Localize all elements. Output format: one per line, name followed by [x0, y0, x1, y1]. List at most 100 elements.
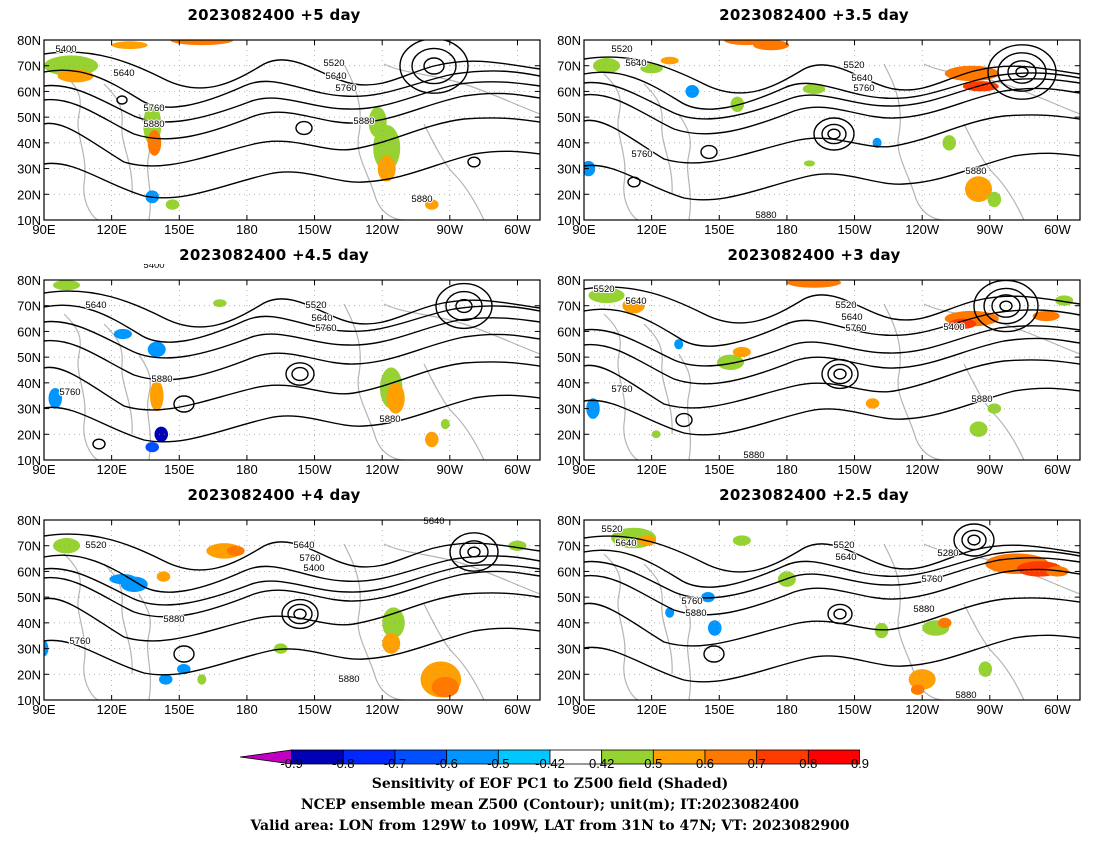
coastline — [138, 353, 152, 460]
closed-contour — [961, 529, 987, 551]
colorbar-tick-label: -0.8 — [332, 756, 355, 771]
sensitivity-shade — [53, 280, 81, 291]
sensitivity-shade — [978, 661, 993, 677]
contour-label: 5400 — [943, 322, 964, 333]
lon-label: 60W — [1044, 702, 1071, 717]
sensitivity-shade — [753, 40, 790, 51]
sensitivity-shade — [651, 430, 661, 439]
height-contour — [44, 627, 540, 676]
coastline — [883, 63, 945, 220]
closed-contour — [287, 603, 313, 625]
contour-label: 5760 — [681, 596, 702, 607]
closed-contour — [700, 144, 718, 160]
closed-contour — [467, 546, 481, 558]
lon-label: 120E — [636, 222, 667, 237]
colorbar-tick-label: -0.9 — [280, 756, 303, 771]
sensitivity-shade — [732, 346, 751, 358]
sensitivity-shade — [674, 339, 684, 350]
coastline — [423, 603, 485, 700]
sensitivity-shade — [113, 328, 132, 340]
closed-contour — [173, 395, 195, 413]
closed-contour — [827, 128, 841, 140]
closed-contour — [991, 294, 1021, 318]
lat-label: 10N — [17, 693, 41, 708]
lon-label: 90W — [436, 222, 463, 237]
lat-label: 50N — [17, 590, 41, 605]
contour-label: 5400 — [143, 264, 164, 271]
lat-label: 50N — [17, 350, 41, 365]
lat-label: 80N — [557, 33, 581, 48]
lat-label: 10N — [557, 213, 581, 228]
lat-label: 10N — [17, 213, 41, 228]
lat-label: 30N — [17, 402, 41, 417]
lon-label: 60W — [1044, 222, 1071, 237]
sensitivity-shade — [786, 280, 842, 288]
contour-label: 5640 — [625, 296, 646, 307]
lat-label: 10N — [557, 453, 581, 468]
lon-label: 90W — [436, 462, 463, 477]
plot-frame — [43, 519, 541, 701]
sensitivity-shade — [701, 592, 715, 603]
map-panel-1: 2023082400 +5 day 5400 5520 5640 5640 5760 57… — [4, 6, 544, 238]
coastline — [643, 83, 673, 195]
closed-contour — [997, 52, 1047, 92]
lon-label: 60W — [1044, 462, 1071, 477]
lon-label: 180 — [236, 222, 258, 237]
closed-contour — [999, 300, 1013, 312]
closed-contour — [445, 290, 483, 322]
lon-label: 120E — [96, 702, 127, 717]
contour-label: 5640 — [293, 540, 314, 551]
lon-label: 60W — [504, 222, 531, 237]
sensitivity-shade — [1046, 566, 1069, 577]
lon-label: 120E — [636, 702, 667, 717]
sensitivity-shade — [1032, 310, 1060, 322]
contour-label: 5520 — [593, 284, 614, 295]
contour-label: 5760 — [921, 574, 942, 585]
sensitivity-shade — [149, 380, 164, 412]
lon-label: 150E — [704, 462, 735, 477]
lon-label: 150E — [164, 222, 195, 237]
colorbar-tick-label: 0.5 — [644, 756, 663, 771]
lon-label: 90E — [32, 222, 55, 237]
contour-label: 5880 — [755, 210, 776, 221]
closed-contour — [423, 57, 445, 75]
sensitivity-shade — [213, 299, 227, 307]
height-contour — [44, 69, 540, 108]
sensitivity-shade — [732, 535, 751, 546]
lon-label: 180 — [776, 462, 798, 477]
lon-label: 180 — [776, 702, 798, 717]
closed-contour — [293, 608, 307, 620]
lon-label: 120W — [365, 222, 400, 237]
contour-label: 5520 — [601, 524, 622, 535]
coastline — [423, 363, 485, 460]
contour-label: 5640 — [325, 71, 346, 82]
contour-label: 5880 — [338, 674, 359, 685]
contour-label: 5880 — [955, 690, 976, 701]
coastline — [678, 113, 692, 220]
height-contour — [44, 51, 540, 89]
sensitivity-shade — [197, 674, 207, 685]
lat-label: 40N — [557, 376, 581, 391]
sensitivity-shade — [588, 287, 625, 304]
contour-label: 5520 — [323, 58, 344, 69]
panel-title: 2023082400 +3.5 day — [719, 6, 909, 24]
panel-title: 2023082400 +4.5 day — [179, 246, 369, 264]
lat-label: 70N — [17, 539, 41, 554]
lon-label: 60W — [504, 462, 531, 477]
lat-label: 70N — [557, 299, 581, 314]
plot-area — [584, 280, 1080, 460]
lon-label: 90W — [976, 702, 1003, 717]
sensitivity-shade — [708, 620, 722, 636]
height-contour — [584, 359, 1080, 409]
lat-label: 10N — [17, 453, 41, 468]
height-contour — [44, 361, 540, 411]
colorbar-ticks: -0.9 -0.8 -0.7 -0.6 -0.5 -0.42 0.42 0.5 0.6 0.7 0.… — [0, 756, 1100, 772]
lon-label: 150E — [164, 462, 195, 477]
coastline — [343, 543, 405, 700]
closed-contour — [703, 645, 725, 663]
height-contour — [44, 533, 540, 571]
caption-line-2: NCEP ensemble mean Z500 (Contour); unit(… — [300, 797, 800, 813]
sensitivity-shade — [111, 41, 148, 49]
contour-label: 5640 — [851, 73, 872, 84]
